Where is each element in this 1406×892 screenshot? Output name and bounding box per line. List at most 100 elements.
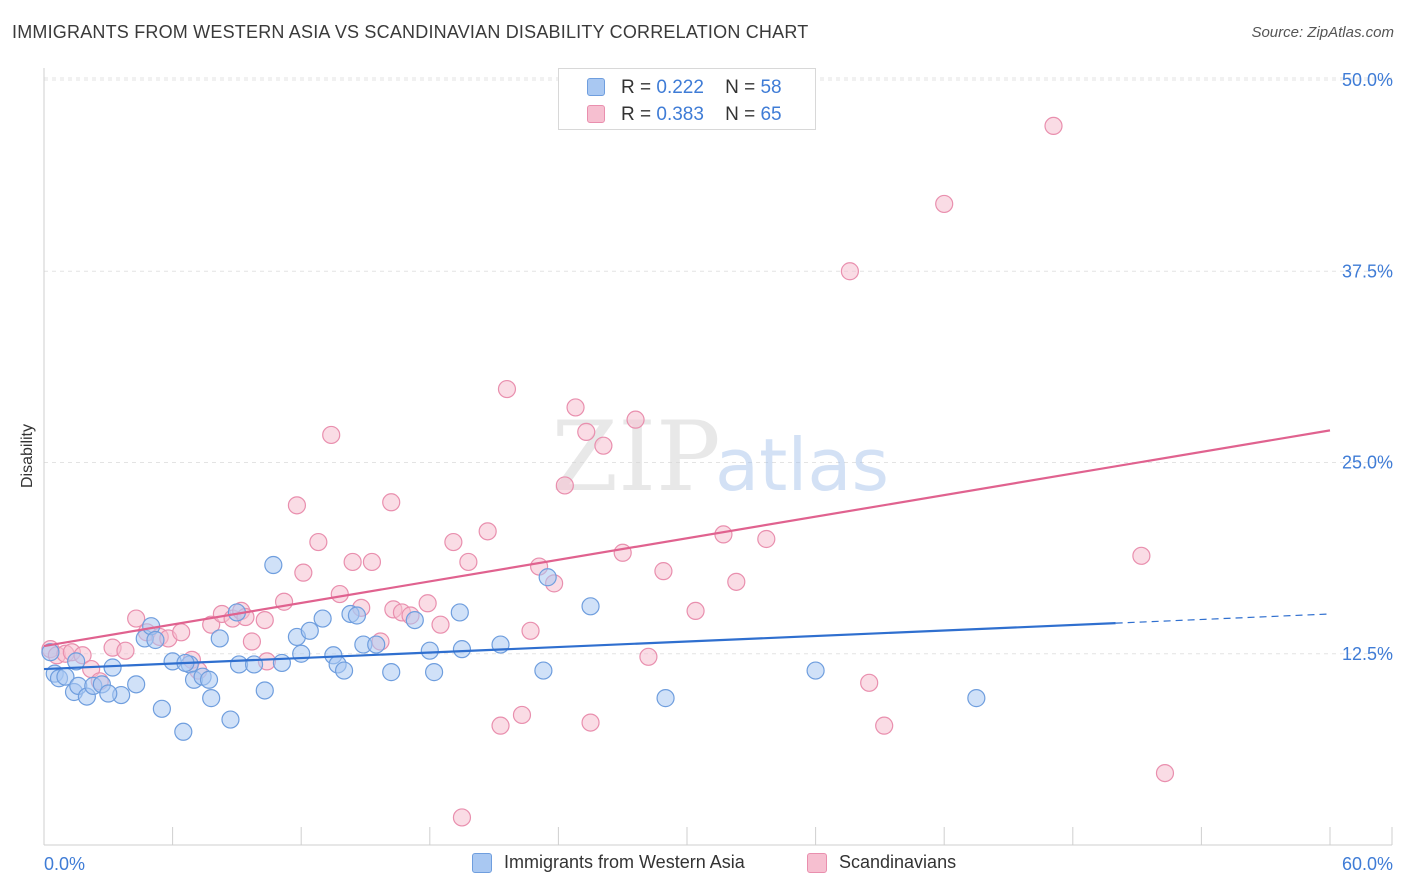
- scandinavians-point: [491, 716, 510, 735]
- scandinavians-point: [1155, 763, 1175, 783]
- chart-title: IMMIGRANTS FROM WESTERN ASIA VS SCANDINA…: [12, 22, 809, 42]
- western-asia-point: [272, 653, 292, 673]
- scandinavians-point: [626, 410, 645, 429]
- bottom-legend-swatch-pink: [807, 853, 827, 873]
- trendlines: [43, 429, 1331, 671]
- scandinavians-point: [202, 615, 221, 634]
- scandinavians-point: [1132, 546, 1151, 565]
- scandinavians-point: [875, 716, 894, 735]
- scandinavians-point: [382, 493, 401, 512]
- western-asia-point: [264, 555, 283, 575]
- western-asia-point: [534, 661, 553, 680]
- western-asia-point: [41, 643, 60, 662]
- western-asia-point: [174, 722, 193, 741]
- western-asia-point: [127, 675, 146, 694]
- scandinavians-point: [555, 476, 574, 495]
- scandinavians-point: [714, 525, 733, 544]
- scandinavians-point: [566, 398, 585, 417]
- scandinavians-point: [613, 543, 632, 562]
- x-tick-label: 60.0%: [1342, 854, 1393, 874]
- scandinavians-point: [362, 552, 382, 572]
- legend-swatch-blue: [587, 78, 605, 96]
- scandinavians-point: [116, 641, 135, 660]
- western-asia-point: [221, 710, 240, 729]
- western-asia-trendline-extension: [1115, 613, 1331, 624]
- legend-r-value: 0.222: [656, 77, 704, 98]
- scandinavians-point: [757, 529, 776, 549]
- western-asia-trendline: [43, 622, 1116, 671]
- western-asia-point: [367, 635, 386, 654]
- western-asia-point: [334, 661, 354, 680]
- watermark-atlas: atlas: [715, 423, 889, 507]
- legend-n-value: 58: [760, 77, 782, 98]
- scandinavians-point: [309, 532, 328, 552]
- scandinavians-point: [860, 673, 879, 692]
- scandinavians-point: [444, 532, 463, 552]
- scandinavians-point: [1044, 116, 1063, 136]
- watermark: ZIP atlas: [551, 401, 889, 513]
- y-tick-label: 50.0%: [1342, 70, 1393, 90]
- scandinavians-point: [418, 594, 437, 613]
- scandinavians-point: [521, 621, 540, 640]
- legend-r-label: R =: [621, 77, 652, 98]
- western-asia-point: [420, 641, 439, 660]
- legend-n-value: 65: [760, 104, 782, 125]
- western-asia-point: [103, 658, 122, 677]
- western-asia-point: [347, 606, 367, 625]
- western-asia-point: [255, 681, 274, 700]
- western-asia-point: [99, 684, 118, 703]
- scandinavians-point: [127, 609, 146, 628]
- stats-legend: R = 0.222 N = 58 R = 0.383 N = 65: [558, 68, 816, 130]
- scandinavians-point: [459, 552, 478, 572]
- scandinavians-point: [322, 425, 341, 445]
- scandinavians-point: [935, 194, 954, 214]
- legend-n-label: N =: [725, 104, 756, 125]
- western-asia-point: [405, 610, 424, 630]
- western-asia-point: [199, 670, 219, 689]
- legend-r-value: 0.383: [656, 104, 704, 125]
- western-asia-point: [146, 630, 165, 650]
- scandinavians-point: [497, 379, 517, 399]
- scandinavians-point: [255, 610, 274, 630]
- western-asia-point: [67, 652, 86, 671]
- scandinavians-point: [581, 713, 600, 732]
- scandinavians-point: [330, 584, 349, 604]
- scandinavians-point: [343, 552, 362, 572]
- western-asia-point: [244, 655, 264, 674]
- y-tick-label: 12.5%: [1342, 644, 1393, 664]
- western-asia-point: [452, 640, 472, 659]
- scandinavians-point: [287, 496, 307, 515]
- scandinavians-point: [639, 647, 658, 666]
- scandinavians-point: [577, 422, 596, 441]
- western-asia-point: [450, 603, 469, 622]
- western-asia-points: [41, 555, 986, 741]
- bottom-legend-swatch-blue: [472, 853, 492, 873]
- axes: [43, 68, 1393, 846]
- y-tick-label: 37.5%: [1342, 261, 1393, 281]
- scandinavians-point: [172, 623, 191, 642]
- western-asia-point: [581, 597, 600, 616]
- western-asia-point: [313, 609, 332, 628]
- scandinavians-trendline: [43, 429, 1331, 648]
- western-asia-point: [538, 568, 557, 587]
- gridlines: [44, 77, 1392, 655]
- western-asia-point: [424, 663, 444, 682]
- scandinavians-point: [654, 562, 673, 581]
- western-asia-point: [202, 689, 221, 708]
- western-asia-point: [806, 661, 825, 680]
- scandinavians-point: [727, 572, 746, 591]
- bottom-legend-label-western-asia: Immigrants from Western Asia: [504, 852, 745, 872]
- western-asia-point: [967, 689, 986, 708]
- scandinavians-point: [294, 563, 313, 582]
- scandinavians-point: [431, 615, 450, 634]
- legend-r-label: R =: [621, 104, 652, 125]
- scandinavians-point: [594, 436, 613, 455]
- scandinavians-point: [686, 601, 705, 621]
- x-tick-label: 0.0%: [44, 854, 85, 874]
- western-asia-point: [656, 689, 675, 708]
- scandinavians-point: [242, 632, 262, 651]
- legend-text-scandinavians: R = 0.383 N = 65: [621, 104, 782, 126]
- tick-labels: 12.5% 25.0% 37.5% 50.0% 0.0% 60.0%: [44, 70, 1393, 874]
- western-asia-point: [300, 621, 319, 640]
